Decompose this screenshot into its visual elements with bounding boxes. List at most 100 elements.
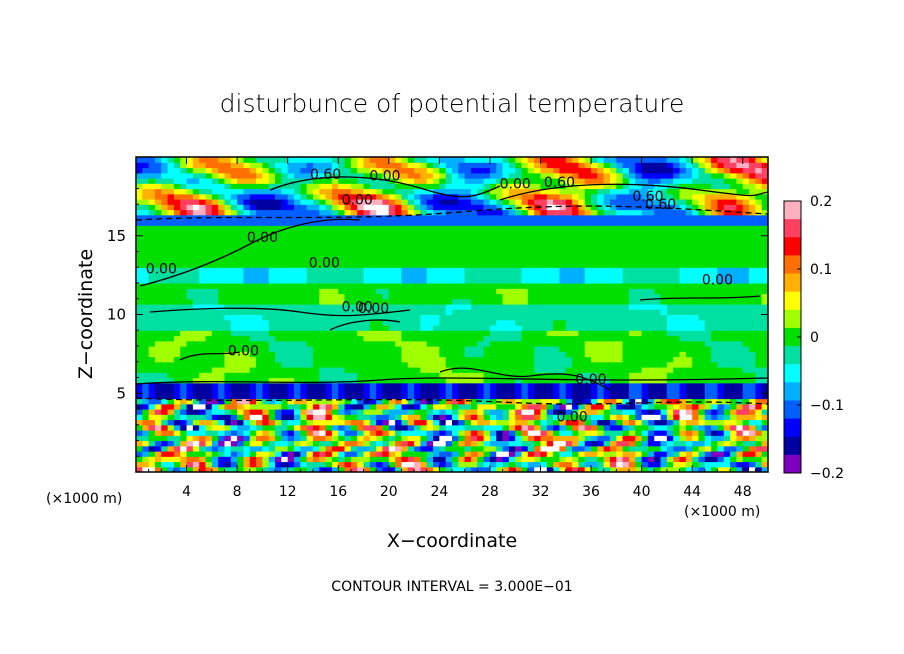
heatmap-cell <box>388 193 396 200</box>
heatmap-cell <box>180 325 188 331</box>
heatmap-cell <box>388 419 396 426</box>
heatmap-cell <box>192 456 200 463</box>
heatmap-cell <box>591 445 598 452</box>
heatmap-cell <box>142 214 150 221</box>
heatmap-cell <box>610 209 617 216</box>
heatmap-cell <box>489 304 497 310</box>
heatmap-cell <box>597 293 605 300</box>
heatmap-cell <box>192 267 200 274</box>
heatmap-cell <box>180 351 188 358</box>
heatmap-cell <box>578 304 586 310</box>
heatmap-cell <box>641 220 649 226</box>
heatmap-cell <box>420 225 428 232</box>
heatmap-cell <box>654 199 662 205</box>
heatmap-cell <box>369 346 377 352</box>
heatmap-cell <box>218 209 226 216</box>
heatmap-cell <box>395 262 403 268</box>
heatmap-cell <box>433 403 440 410</box>
heatmap-cell <box>559 372 567 379</box>
heatmap-cell <box>167 283 175 289</box>
heatmap-cell <box>136 356 143 363</box>
heatmap-cell <box>395 256 403 263</box>
heatmap-cell <box>136 314 143 321</box>
heatmap-cell <box>218 456 226 463</box>
heatmap-cell <box>230 445 238 452</box>
heatmap-cell <box>331 377 339 384</box>
heatmap-cell <box>262 251 270 258</box>
heatmap-cell <box>357 356 365 363</box>
heatmap-cell <box>603 267 611 274</box>
heatmap-cell <box>433 220 440 226</box>
heatmap-cell <box>230 225 238 232</box>
heatmap-cell <box>470 466 478 472</box>
heatmap-cell <box>211 424 219 431</box>
heatmap-cell <box>306 451 314 457</box>
heatmap-cell <box>357 183 365 190</box>
heatmap-cell <box>407 461 415 468</box>
heatmap-cell <box>647 309 655 316</box>
heatmap-cell <box>294 167 301 174</box>
heatmap-cell <box>350 309 358 316</box>
heatmap-cell <box>641 188 649 195</box>
heatmap-cell <box>319 293 327 300</box>
heatmap-cell <box>344 277 352 284</box>
heatmap-cell <box>622 435 630 442</box>
heatmap-cell <box>559 319 567 326</box>
heatmap-cell <box>553 251 561 258</box>
heatmap-cell <box>546 382 554 389</box>
heatmap-cell <box>211 409 219 415</box>
heatmap-cell <box>211 451 219 457</box>
heatmap-cell <box>458 204 466 211</box>
heatmap-cell <box>344 424 352 431</box>
heatmap-cell <box>218 246 226 253</box>
heatmap-cell <box>546 199 554 205</box>
heatmap-cell <box>395 393 403 400</box>
heatmap-cell <box>294 199 301 205</box>
heatmap-cell <box>452 377 459 384</box>
heatmap-cell <box>515 199 523 205</box>
heatmap-cell <box>508 256 516 263</box>
heatmap-cell <box>439 199 447 205</box>
heatmap-cell <box>230 283 238 289</box>
heatmap-cell <box>186 325 194 331</box>
heatmap-cell <box>515 330 523 337</box>
heatmap-cell <box>527 262 535 268</box>
heatmap-cell <box>470 319 478 326</box>
heatmap-cell <box>401 461 409 468</box>
heatmap-cell <box>483 262 491 268</box>
heatmap-cell <box>414 325 421 331</box>
heatmap-cell <box>546 304 554 310</box>
heatmap-cell <box>527 346 535 352</box>
heatmap-cell <box>654 388 662 394</box>
heatmap-cell <box>496 251 504 258</box>
heatmap-cell <box>256 319 263 326</box>
heatmap-cell <box>426 461 434 468</box>
heatmap-cell <box>559 251 567 258</box>
heatmap-cell <box>534 424 542 431</box>
heatmap-cell <box>597 372 605 379</box>
heatmap-cell <box>148 351 156 358</box>
heatmap-cell <box>622 167 630 174</box>
heatmap-cell <box>218 277 226 284</box>
heatmap-cell <box>369 309 377 316</box>
heatmap-cell <box>306 377 314 384</box>
heatmap-cell <box>458 272 466 279</box>
heatmap-cell <box>470 246 478 253</box>
heatmap-cell <box>161 288 169 295</box>
heatmap-cell <box>281 445 289 452</box>
heatmap-cell <box>338 372 346 379</box>
heatmap-cell <box>477 361 485 368</box>
heatmap-cell <box>319 193 327 200</box>
heatmap-cell <box>578 398 586 405</box>
heatmap-cell <box>376 356 384 363</box>
heatmap-cell <box>211 167 219 174</box>
heatmap-cell <box>610 346 617 352</box>
heatmap-cell <box>616 272 624 279</box>
heatmap-cell <box>597 214 605 221</box>
heatmap-cell <box>249 456 257 463</box>
heatmap-cell <box>382 256 390 263</box>
heatmap-cell <box>350 157 358 163</box>
heatmap-cell <box>136 235 143 242</box>
heatmap-cell <box>559 451 567 457</box>
heatmap-cell <box>458 430 466 436</box>
